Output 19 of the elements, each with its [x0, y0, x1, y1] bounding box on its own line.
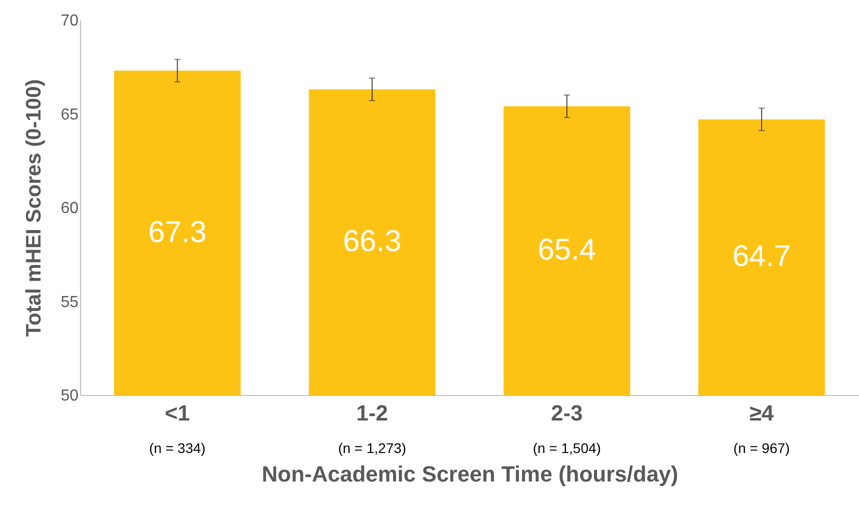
y-tick-label: 60 — [60, 200, 79, 217]
x-tick-label: 1-2 — [356, 400, 388, 426]
data-label: 66.3 — [342, 225, 402, 258]
x-axis-title: Non-Academic Screen Time (hours/day) — [262, 462, 678, 486]
y-tick-label: 50 — [60, 388, 79, 404]
text: (n = 967) — [733, 440, 790, 456]
y-axis-title: Total mHEI Scores (0-100) — [22, 79, 46, 337]
x-tick-label: ≥4 — [749, 400, 775, 426]
x-tick-label: 2-3 — [550, 400, 583, 426]
data-label: 65.4 — [538, 234, 596, 267]
x-tick-label: <1 — [164, 400, 190, 426]
y-tick-label: 70 — [60, 12, 79, 30]
text: (n = 334) — [149, 440, 206, 456]
data-label: 67.3 — [148, 216, 207, 249]
data-label: 64.7 — [732, 240, 791, 274]
text: (n = 1,273) — [338, 440, 406, 456]
y-tick-label: 65 — [60, 106, 79, 124]
text: (n = 1,504) — [532, 440, 601, 456]
y-tick-label: 55 — [60, 294, 79, 311]
